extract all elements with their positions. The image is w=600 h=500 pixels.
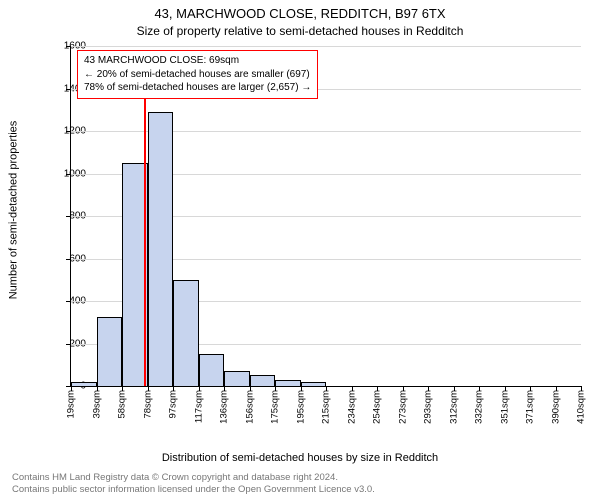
histogram-bar <box>148 112 174 386</box>
xtick-label: 371sqm <box>525 390 536 424</box>
histogram-bar <box>301 382 327 386</box>
legend-line-1: 43 MARCHWOOD CLOSE: 69sqm <box>84 54 311 68</box>
histogram-bar <box>199 354 225 386</box>
plot-area: 43 MARCHWOOD CLOSE: 69sqm ← 20% of semi-… <box>70 46 581 387</box>
footer-line-1: Contains HM Land Registry data © Crown c… <box>12 472 588 484</box>
xtick-label: 97sqm <box>168 390 179 419</box>
histogram-bar <box>275 380 301 386</box>
xtick-label: 19sqm <box>66 390 77 419</box>
y-axis-label: Number of semi-detached properties <box>6 0 20 420</box>
chart-title: 43, MARCHWOOD CLOSE, REDDITCH, B97 6TX <box>0 6 600 21</box>
legend-line-2: ← 20% of semi-detached houses are smalle… <box>84 68 311 82</box>
xtick-label: 215sqm <box>321 390 332 424</box>
xtick-label: 156sqm <box>244 390 255 424</box>
marker-line <box>144 73 146 386</box>
x-axis-label: Distribution of semi-detached houses by … <box>0 452 600 464</box>
histogram-bar <box>173 280 199 386</box>
xtick-label: 195sqm <box>295 390 306 424</box>
xtick-label: 312sqm <box>448 390 459 424</box>
chart-container: 43, MARCHWOOD CLOSE, REDDITCH, B97 6TX S… <box>0 0 600 500</box>
xtick-label: 254sqm <box>372 390 383 424</box>
xtick-label: 410sqm <box>576 390 587 424</box>
xtick-label: 234sqm <box>346 390 357 424</box>
xtick-label: 390sqm <box>550 390 561 424</box>
xtick-label: 293sqm <box>423 390 434 424</box>
xtick-label: 136sqm <box>219 390 230 424</box>
histogram-bar <box>71 382 97 386</box>
legend-line-3: 78% of semi-detached houses are larger (… <box>84 81 311 95</box>
histogram-bar <box>250 375 276 386</box>
xtick-label: 351sqm <box>499 390 510 424</box>
xtick-label: 78sqm <box>142 390 153 419</box>
chart-subtitle: Size of property relative to semi-detach… <box>0 24 600 38</box>
xtick-label: 58sqm <box>117 390 128 419</box>
histogram-bar <box>224 371 250 386</box>
xtick-label: 273sqm <box>397 390 408 424</box>
legend-box: 43 MARCHWOOD CLOSE: 69sqm ← 20% of semi-… <box>77 50 318 99</box>
xtick-label: 117sqm <box>193 390 204 423</box>
xtick-label: 175sqm <box>270 390 281 424</box>
footer-line-2: Contains public sector information licen… <box>12 484 588 496</box>
xtick-label: 332sqm <box>474 390 485 424</box>
xtick-label: 39sqm <box>91 390 102 419</box>
histogram-bar <box>97 317 123 386</box>
gridline <box>71 46 581 47</box>
footer: Contains HM Land Registry data © Crown c… <box>12 472 588 496</box>
